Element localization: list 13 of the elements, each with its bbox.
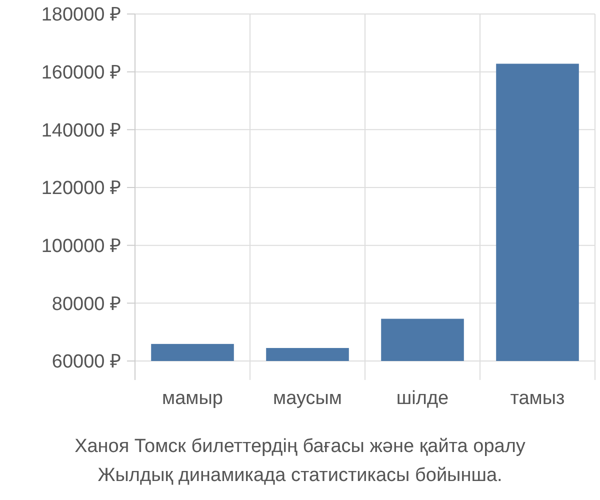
y-tick-label: 120000 ₽	[41, 178, 121, 200]
x-tick-label: мамыр	[162, 388, 223, 409]
y-tick-label: 160000 ₽	[41, 62, 121, 84]
y-tick-label: 60000 ₽	[52, 352, 121, 373]
y-tick-label: 80000 ₽	[52, 294, 121, 315]
text: Жылдық динамикада статистикасы бойынша.	[98, 465, 502, 486]
y-tick-label: 180000 ₽	[41, 4, 121, 26]
y-tick-label: 140000 ₽	[41, 120, 121, 142]
y-tick-label: 100000 ₽	[41, 236, 121, 257]
x-tick-label: маусым	[273, 388, 342, 409]
x-tick-label: шілде	[396, 388, 449, 409]
text: Ханоя Томск билеттердің бағасы және қайта оралу	[74, 436, 526, 457]
x-tick-label: тамыз	[510, 388, 565, 409]
